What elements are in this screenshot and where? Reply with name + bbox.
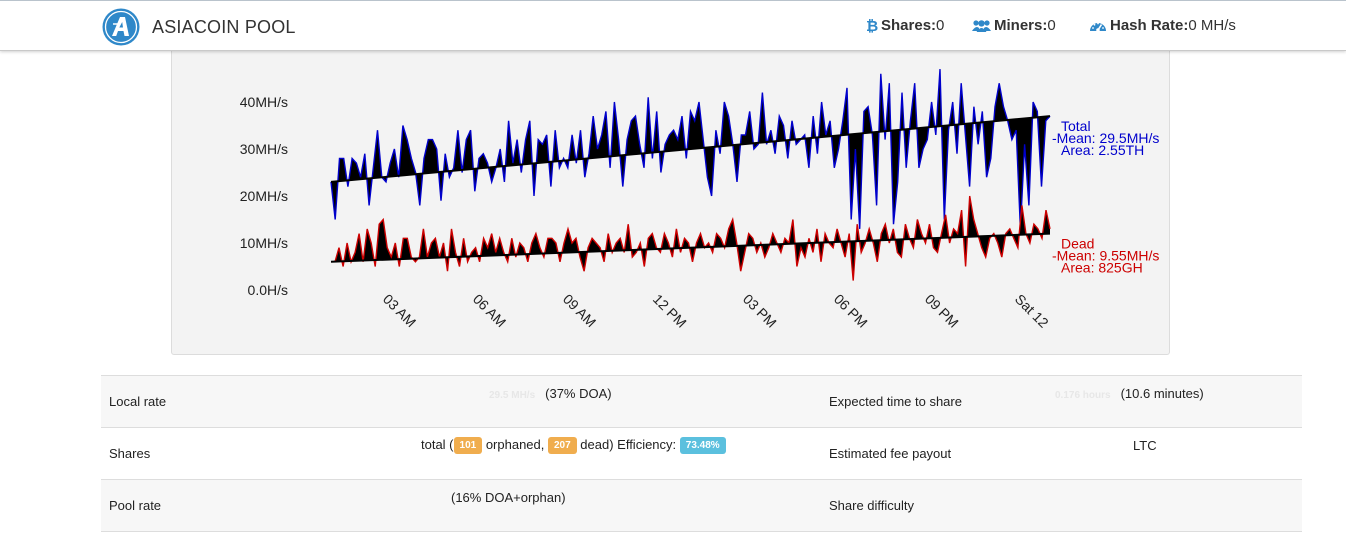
brand[interactable]: ASIACOIN POOL bbox=[102, 7, 296, 47]
shares-label: Shares: bbox=[881, 17, 937, 34]
x-tick-label: 09 PM bbox=[922, 291, 962, 331]
cut-row-value bbox=[301, 531, 821, 547]
shares-stat: ₿ Shares: 0 bbox=[866, 17, 944, 34]
fee-payout-label: Estimated fee payout bbox=[821, 427, 1121, 480]
miners-stat: Miners: 0 bbox=[972, 17, 1056, 34]
series-line-total bbox=[330, 69, 1051, 229]
hashrate-label: Hash Rate: bbox=[1110, 17, 1189, 34]
shares-value: 0 bbox=[936, 17, 945, 34]
series-mean-line-dead bbox=[330, 232, 1051, 263]
pool-stats-table: Local rate 29.5 MH/s (37% DOA) Expected t… bbox=[101, 375, 1302, 547]
x-tick-label: 09 AM bbox=[560, 291, 599, 330]
local-rate-value: 29.5 MH/s (37% DOA) bbox=[301, 375, 821, 428]
x-tick-label: 03 AM bbox=[380, 291, 419, 330]
shares-efficiency-text: dead) Efficiency: bbox=[576, 436, 680, 452]
y-tick-label: 20MH/s bbox=[240, 188, 288, 204]
series-line-dead bbox=[331, 195, 1051, 281]
series-area-label: Area: 2.55TH bbox=[1061, 142, 1144, 158]
fee-payout-value: LTC bbox=[1121, 427, 1302, 480]
series-area-label: Area: 825GH bbox=[1061, 260, 1143, 276]
table-row bbox=[101, 531, 1302, 547]
miners-label: Miners: bbox=[994, 17, 1048, 34]
table-row: Local rate 29.5 MH/s (37% DOA) Expected t… bbox=[101, 375, 1302, 428]
cut-row-value2 bbox=[1121, 531, 1302, 547]
svg-text:₿: ₿ bbox=[866, 18, 878, 34]
dashboard-gauge-icon bbox=[1090, 22, 1106, 32]
dead-badge: 207 bbox=[547, 436, 577, 454]
y-tick-label: 30MH/s bbox=[240, 141, 288, 157]
shares-row-value: total (101 orphaned, 207 dead) Efficienc… bbox=[301, 427, 821, 480]
y-tick-label: 40MH/s bbox=[240, 94, 288, 110]
table-row: Pool rate (16% DOA+orphan) Share difficu… bbox=[101, 479, 1302, 532]
local-rate-label: Local rate bbox=[101, 375, 301, 428]
share-difficulty-label: Share difficulty bbox=[821, 479, 1121, 532]
top-navbar: ASIACOIN POOL ₿ Shares: 0 Miners: 0 bbox=[0, 0, 1346, 51]
local-rate-doa: (37% DOA) bbox=[545, 386, 612, 401]
asiacoin-logo-icon bbox=[102, 8, 140, 46]
series-mean-label: -Mean: 9.55MH/s bbox=[1052, 248, 1159, 264]
expected-time-label: Expected time to share bbox=[821, 375, 1121, 428]
efficiency-badge: 73.48% bbox=[679, 436, 726, 454]
table-row: Shares total (101 orphaned, 207 dead) Ef… bbox=[101, 427, 1302, 480]
pool-rate-label: Pool rate bbox=[101, 479, 301, 532]
expected-time-value: 0.176 hours (10.6 minutes) bbox=[1055, 375, 1302, 428]
x-tick-label: 06 PM bbox=[831, 291, 871, 331]
hashrate-value: 0 MH/s bbox=[1188, 17, 1236, 34]
shares-total-text: total ( bbox=[421, 436, 454, 452]
x-tick-label: 03 PM bbox=[740, 291, 780, 331]
y-tick-label: 0.0H/s bbox=[248, 282, 288, 298]
y-tick-label: 10MH/s bbox=[240, 235, 288, 251]
users-icon bbox=[972, 19, 991, 32]
local-rate-ghost: 29.5 MH/s bbox=[489, 390, 536, 401]
bitcoin-icon: ₿ bbox=[866, 18, 878, 34]
share-difficulty-value bbox=[1121, 479, 1302, 532]
x-tick-label: 12 PM bbox=[650, 291, 690, 331]
brand-name: ASIACOIN POOL bbox=[152, 16, 296, 37]
x-tick-label: 06 AM bbox=[470, 291, 509, 330]
expected-time-ghost: 0.176 hours bbox=[1055, 390, 1111, 401]
cut-row-label2 bbox=[821, 531, 1121, 547]
x-tick-label: Sat 12 bbox=[1012, 291, 1052, 331]
shares-row-label: Shares bbox=[101, 427, 301, 480]
hashrate-chart: 40MH/s 30MH/s 20MH/s 10MH/s 0.0H/s 03 AM 06 AM… bbox=[240, 69, 1159, 331]
miners-value: 0 bbox=[1047, 17, 1056, 34]
series-name-label: Dead bbox=[1061, 236, 1094, 252]
hashrate-chart-panel: 40MH/s 30MH/s 20MH/s 10MH/s 0.0H/s 03 AM 06 AM… bbox=[171, 30, 1170, 355]
series-mean-line-total bbox=[330, 115, 1051, 183]
shares-orphaned-text: orphaned, bbox=[482, 436, 548, 452]
fee-payout-currency: LTC bbox=[1133, 438, 1157, 453]
pool-rate-doa: (16% DOA+orphan) bbox=[451, 490, 566, 505]
orphaned-badge: 101 bbox=[453, 436, 483, 454]
pool-rate-value: (16% DOA+orphan) bbox=[301, 479, 821, 532]
series-name-label: Total bbox=[1061, 118, 1091, 134]
hashrate-stat: Hash Rate: 0 MH/s bbox=[1089, 17, 1236, 34]
cut-row-label bbox=[101, 531, 301, 547]
series-mean-label: -Mean: 29.5MH/s bbox=[1052, 130, 1159, 146]
expected-time-minutes: (10.6 minutes) bbox=[1120, 386, 1204, 401]
